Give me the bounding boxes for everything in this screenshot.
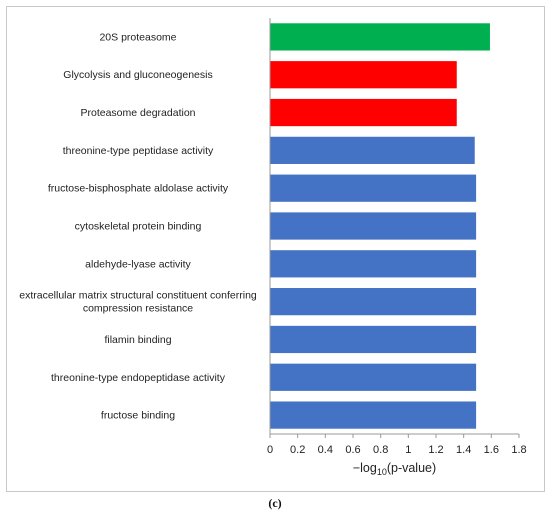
category-label-9: filamin binding (104, 334, 171, 346)
x-axis: 0 0.2 0.4 0.6 0.8 1 1.2 1.4 1.6 1.8 (267, 18, 527, 456)
figure-frame (6, 6, 545, 492)
category-label-6: cytoskeletal protein binding (75, 221, 202, 233)
x-tick-label-8: 1.4 (456, 444, 471, 456)
bar-4 (270, 136, 475, 164)
bar-10 (270, 363, 477, 391)
figure-caption: (c) (268, 496, 282, 510)
x-tick-label-4: 0.6 (345, 444, 360, 456)
bar-1 (270, 23, 490, 51)
category-label-3: Proteasome degradation (81, 107, 196, 119)
bar-6 (270, 212, 477, 240)
category-label-5: fructose-bisphosphate aldolase activity (48, 183, 229, 195)
bar-5 (270, 174, 477, 202)
x-tick-label-3: 0.4 (318, 444, 333, 456)
x-tick-label-1: 0 (267, 444, 273, 456)
bar-7 (270, 250, 477, 278)
bar-11 (270, 401, 477, 429)
category-label-8: extracellular matrix structural constitu… (19, 290, 257, 315)
bar-8 (270, 288, 477, 316)
category-label-11: fructose binding (101, 410, 175, 422)
x-tick-label-7: 1.2 (428, 444, 443, 456)
x-tick-label-9: 1.6 (484, 444, 499, 456)
x-tick-label-2: 0.2 (290, 444, 305, 456)
x-tick-label-10: 1.8 (511, 444, 526, 456)
bar-3 (270, 98, 457, 127)
bars-group (270, 23, 490, 429)
category-label-4: threonine-type peptidase activity (63, 145, 214, 157)
category-label-10: threonine-type endopeptidase activity (51, 372, 226, 384)
x-tick-label-6: 1 (405, 444, 411, 456)
x-axis-title: −log10(p-value) (353, 461, 436, 477)
bar-9 (270, 325, 477, 354)
x-tick-label-5: 0.8 (373, 444, 388, 456)
category-label-7: aldehyde-lyase activity (85, 258, 191, 270)
bar-2 (270, 61, 457, 89)
category-labels: 20S proteasome Glycolysis and gluconeogen… (19, 31, 257, 421)
category-label-2: Glycolysis and gluconeogenesis (63, 69, 212, 81)
category-label-1: 20S proteasome (99, 31, 176, 43)
